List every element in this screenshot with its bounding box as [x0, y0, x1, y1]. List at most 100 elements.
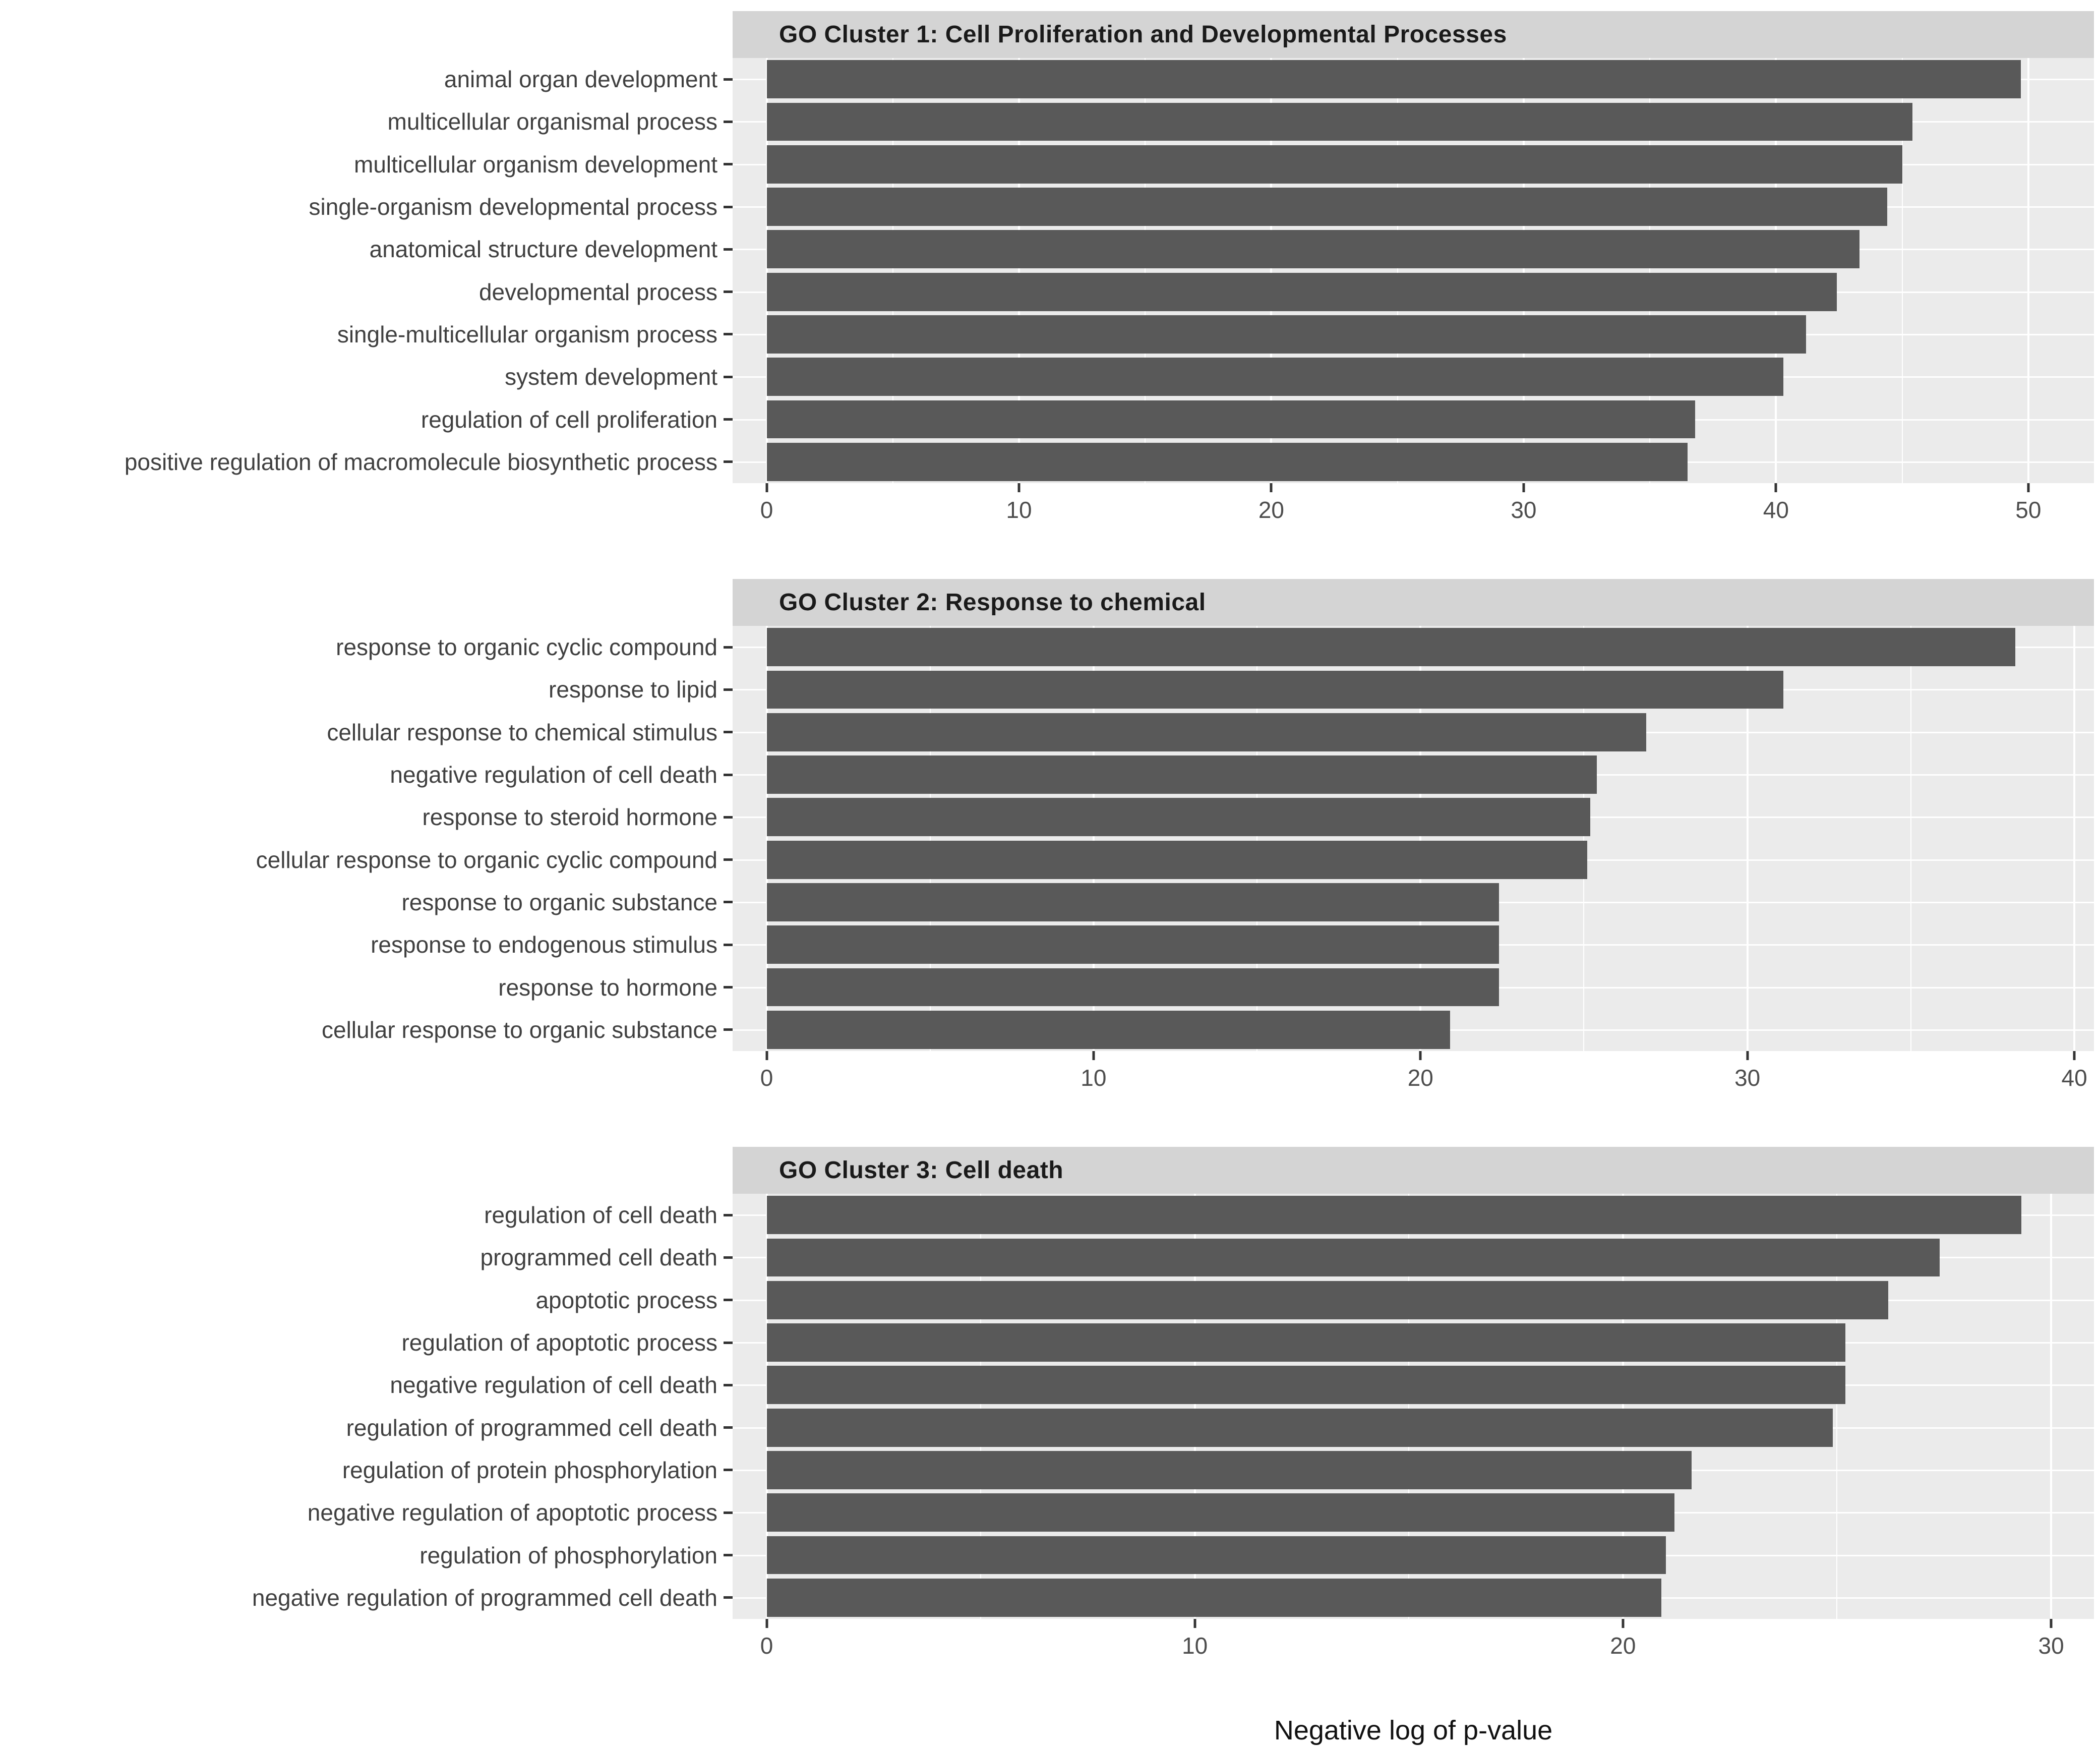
- panel-go-cluster-2: GO Cluster 2: Response to chemical respo…: [0, 579, 2100, 1095]
- bar: [766, 1578, 1662, 1617]
- y-axis-labels: regulation of cell death programmed cell …: [0, 1194, 733, 1619]
- y-axis-tick-mark: [724, 688, 733, 691]
- panel-title: GO Cluster 2: Response to chemical: [779, 589, 1206, 616]
- bar: [766, 442, 1688, 481]
- y-axis-tick-mark: [724, 375, 733, 378]
- x-axis: 0 10 20 30 40 50: [733, 483, 2094, 528]
- category-label: regulation of cell death: [484, 1202, 717, 1229]
- bar: [766, 1323, 1846, 1362]
- category-row: multicellular organism development: [0, 143, 733, 186]
- bar: [766, 230, 1859, 269]
- bar: [766, 272, 1837, 311]
- x-axis-tick-mark: [1522, 483, 1525, 492]
- bar: [766, 883, 1499, 921]
- category-row: response to organic cyclic compound: [0, 626, 733, 668]
- category-label: single-multicellular organism process: [337, 321, 717, 347]
- bar: [766, 60, 2021, 99]
- category-row: negative regulation of cell death: [0, 753, 733, 796]
- bar: [766, 840, 1587, 879]
- x-axis-tick-mark: [2050, 1619, 2053, 1628]
- x-axis-tick-label: 30: [2038, 1633, 2064, 1659]
- y-axis-tick-mark: [724, 646, 733, 649]
- bar: [766, 1010, 1450, 1049]
- category-row: response to endogenous stimulus: [0, 923, 733, 966]
- category-row: regulation of cell proliferation: [0, 398, 733, 440]
- x-axis-tick-label: 20: [1407, 1065, 1433, 1091]
- bar: [766, 1238, 1940, 1277]
- axis-spacer: [0, 1619, 733, 1663]
- panel-title: GO Cluster 3: Cell death: [779, 1157, 1064, 1184]
- grid-minor-v: [1836, 1194, 1838, 1619]
- panel-go-cluster-1: GO Cluster 1: Cell Proliferation and Dev…: [0, 11, 2100, 528]
- grid-minor-v: [929, 626, 931, 1051]
- y-axis-tick-mark: [724, 943, 733, 946]
- caption-row: Negative log of p-value: [733, 1715, 2094, 1746]
- y-axis-tick-mark: [724, 773, 733, 776]
- x-axis-tick-mark: [1270, 483, 1273, 492]
- axis-spacer: [0, 1051, 733, 1095]
- y-axis-tick-mark: [724, 205, 733, 208]
- category-label: response to organic substance: [401, 889, 717, 915]
- panel-strip: GO Cluster 3: Cell death: [733, 1147, 2094, 1194]
- x-axis-tick-label: 50: [2015, 497, 2042, 523]
- category-label: system development: [505, 364, 717, 390]
- y-axis-tick-mark: [724, 1383, 733, 1386]
- y-axis-tick-mark: [724, 1426, 733, 1429]
- y-axis-tick-mark: [724, 78, 733, 81]
- category-label: apoptotic process: [535, 1287, 717, 1313]
- category-label: negative regulation of cell death: [390, 1372, 717, 1399]
- grid-minor-v: [1145, 58, 1146, 483]
- x-axis-tick-label: 0: [760, 1065, 773, 1091]
- category-label: single-organism developmental process: [309, 194, 717, 220]
- category-row: single-multicellular organism process: [0, 313, 733, 356]
- grid-major-v: [765, 58, 768, 483]
- x-axis-tick-mark: [765, 1051, 768, 1060]
- panel-title: GO Cluster 1: Cell Proliferation and Dev…: [779, 21, 1507, 48]
- category-row: system development: [0, 356, 733, 398]
- category-label: negative regulation of programmed cell d…: [252, 1584, 717, 1611]
- grid-major-v: [1270, 58, 1273, 483]
- y-axis-tick-mark: [724, 163, 733, 166]
- x-axis-tick-label: 30: [1734, 1065, 1761, 1091]
- category-label: multicellular organismal process: [387, 108, 717, 135]
- grid-major-v: [1775, 58, 1777, 483]
- category-label: cellular response to organic cyclic comp…: [256, 846, 717, 873]
- grid-major-v: [2027, 58, 2029, 483]
- x-axis-caption: Negative log of p-value: [1274, 1715, 1553, 1745]
- x-axis-tick-label: 10: [1006, 497, 1032, 523]
- x-axis-tick-label: 10: [1081, 1065, 1107, 1091]
- category-label: regulation of apoptotic process: [401, 1329, 717, 1356]
- grid-major-v: [1622, 1194, 1624, 1619]
- grid-major-v: [765, 1194, 768, 1619]
- bar: [766, 1408, 1833, 1447]
- grid-minor-v: [1397, 58, 1398, 483]
- category-label: regulation of protein phosphorylation: [342, 1457, 717, 1483]
- x-axis-tick-mark: [1622, 1619, 1625, 1628]
- bar: [766, 358, 1784, 396]
- grid-major-v: [1522, 58, 1525, 483]
- y-axis-tick-mark: [724, 418, 733, 421]
- bar: [766, 102, 1912, 141]
- category-label: animal organ development: [444, 66, 717, 93]
- strip-spacer: [0, 11, 733, 58]
- y-axis-tick-mark: [724, 816, 733, 819]
- y-axis-tick-mark: [724, 333, 733, 336]
- x-axis-tick-label: 0: [760, 1633, 773, 1659]
- category-row: single-organism developmental process: [0, 186, 733, 228]
- grid-minor-v: [1649, 58, 1651, 483]
- category-label: multicellular organism development: [354, 151, 717, 178]
- category-label: negative regulation of cell death: [390, 762, 717, 788]
- bar: [766, 1536, 1666, 1575]
- y-axis-labels: response to organic cyclic compound respo…: [0, 626, 733, 1051]
- grid-major-v: [765, 626, 768, 1051]
- bar: [766, 713, 1646, 751]
- category-row: negative regulation of apoptotic process: [0, 1491, 733, 1534]
- plot-area: [733, 626, 2094, 1051]
- category-row: cellular response to organic cyclic comp…: [0, 838, 733, 881]
- x-axis-tick-mark: [765, 483, 768, 492]
- category-row: animal organ development: [0, 58, 733, 100]
- grid-minor-v: [1901, 58, 1903, 483]
- y-axis-tick-mark: [724, 120, 733, 123]
- y-axis-tick-mark: [724, 731, 733, 734]
- y-axis-tick-mark: [724, 858, 733, 861]
